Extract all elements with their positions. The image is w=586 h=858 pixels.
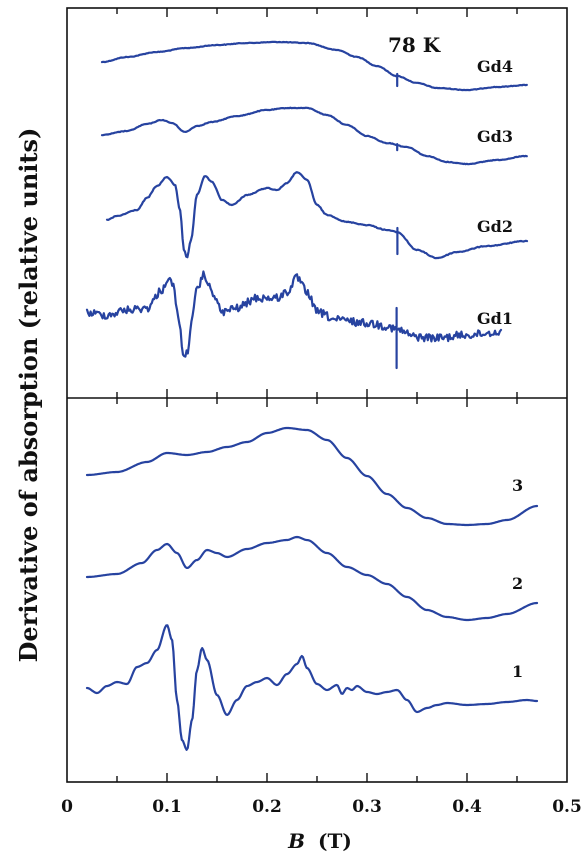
series-label-Gd3: Gd3 xyxy=(477,127,513,146)
x-tick-label: 0.3 xyxy=(352,797,382,817)
series-3-line xyxy=(85,426,539,527)
x-tick-label: 0 xyxy=(61,797,73,817)
series-labels: Gd4 Gd3 Gd2 Gd1 3 2 1 xyxy=(477,57,523,681)
x-axis-title: B (T) xyxy=(287,829,352,853)
series-Gd3-line xyxy=(100,106,528,166)
x-axis-title-symbol: B xyxy=(287,829,305,853)
x-tick-label: 0.5 xyxy=(552,797,582,817)
x-tick-label: 0.4 xyxy=(452,797,482,817)
series-label-Gd2: Gd2 xyxy=(477,217,513,236)
series-label-Gd4: Gd4 xyxy=(477,57,513,76)
x-tick-label: 0.2 xyxy=(252,797,282,817)
series-Gd1-line xyxy=(85,270,503,370)
x-tick-label: 0.1 xyxy=(152,797,182,817)
y-axis-title: Derivative of absorption (relative units… xyxy=(14,128,43,663)
series-Gd2-line xyxy=(105,171,529,260)
chart-frame xyxy=(66,7,568,783)
series-Gd4-line xyxy=(100,40,528,92)
chart-curves xyxy=(85,40,539,751)
series-label-Gd1: Gd1 xyxy=(477,309,513,328)
series-label-3: 3 xyxy=(512,476,523,495)
temperature-label: 78 K xyxy=(388,33,441,57)
series-1-line xyxy=(85,624,539,751)
x-tick-labels: 0 0.1 0.2 0.3 0.4 0.5 xyxy=(61,797,582,817)
series-2-line xyxy=(85,535,539,622)
x-axis-title-unit: (T) xyxy=(318,829,352,853)
series-label-1: 1 xyxy=(512,662,523,681)
series-label-2: 2 xyxy=(512,574,523,593)
